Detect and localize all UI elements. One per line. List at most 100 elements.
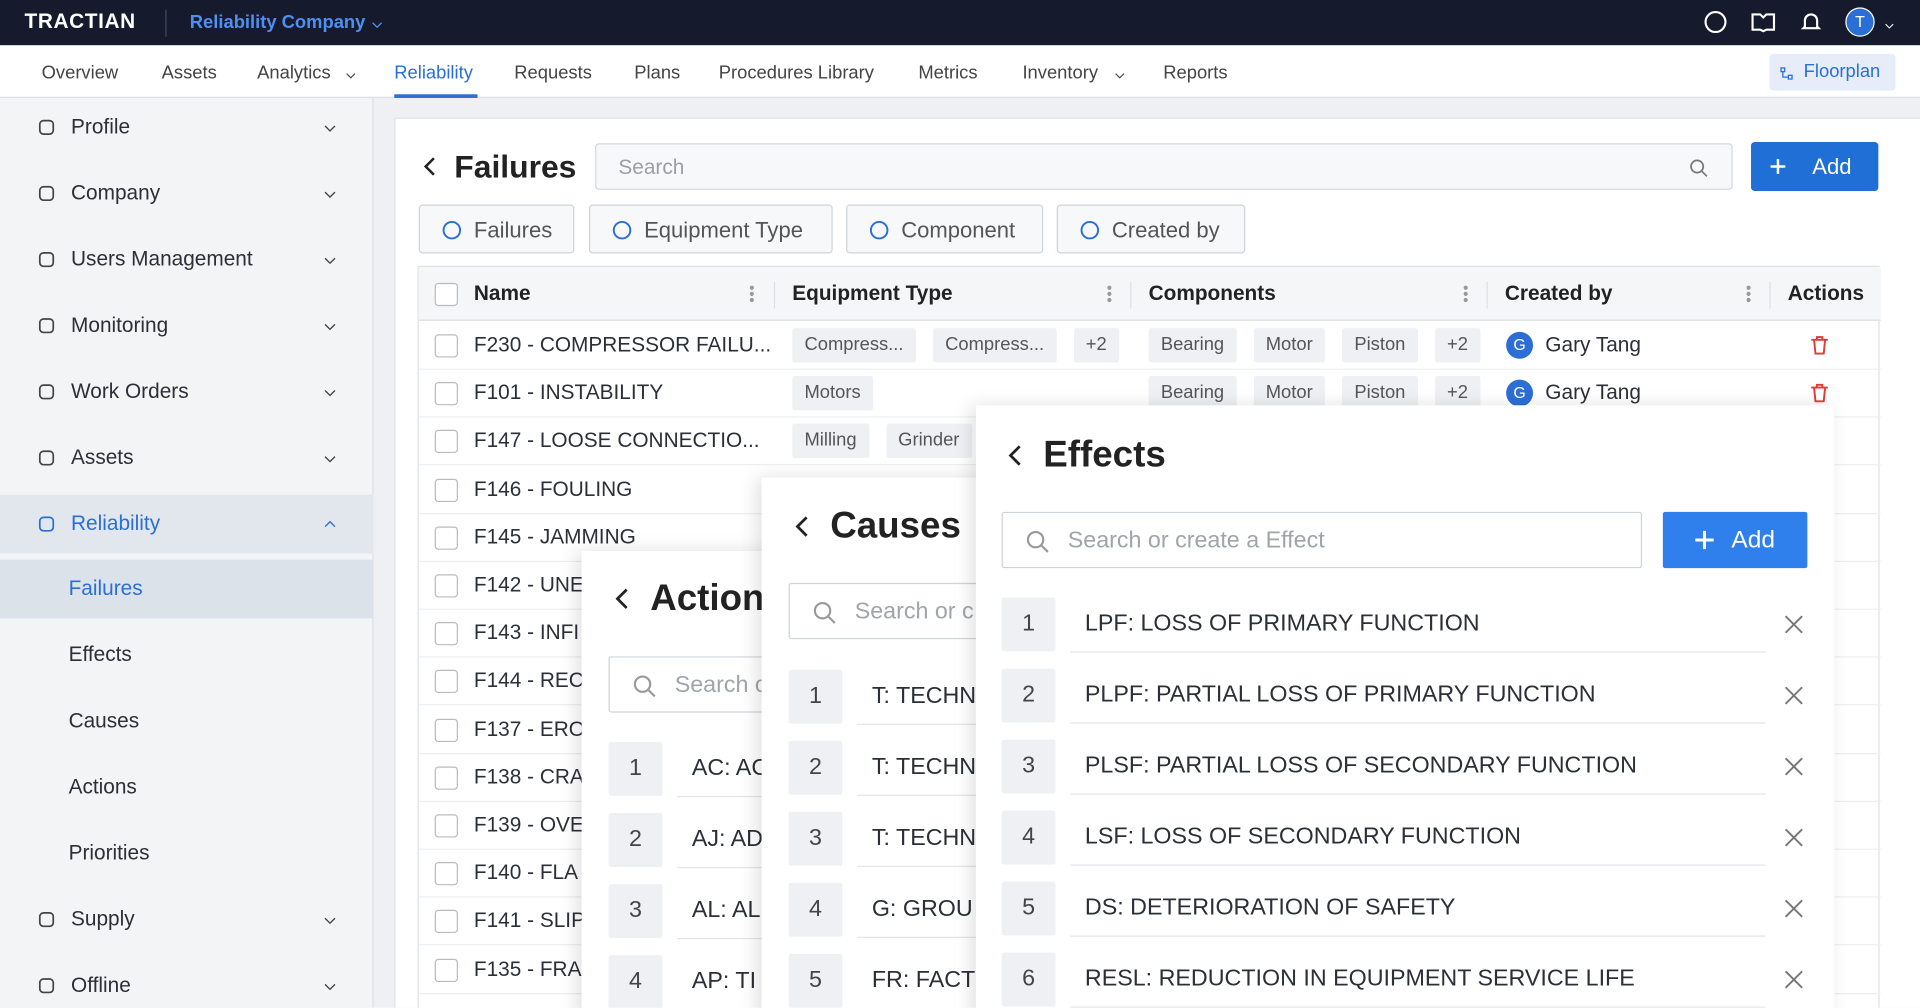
delete-button[interactable] [1809,334,1831,356]
row-checkbox[interactable] [434,814,458,838]
nav-item[interactable]: Assets [161,62,217,84]
failure-name[interactable]: F137 - ERO [473,717,585,741]
sidebar-active-bg [0,494,374,554]
row-checkbox[interactable] [434,478,458,502]
search-input[interactable]: Search [595,143,1733,190]
sidebar-item[interactable]: Users Management [71,247,253,271]
remove-item-button[interactable] [1783,684,1805,706]
tag: Bearing [1148,328,1237,363]
nav-item[interactable]: Reliability [394,62,473,84]
nav-item[interactable]: Plans [634,62,681,84]
item-label: T: TECHN [871,754,977,781]
tag: Grinder [885,424,972,459]
sidebar-item[interactable]: Supply [71,907,135,931]
nav-item[interactable]: Requests [514,62,592,84]
sidebar-subitem[interactable]: Priorities [68,841,150,865]
sidebar-subitem[interactable]: Causes [68,708,140,733]
nav-item[interactable]: Overview [41,62,119,84]
sidebar-item[interactable]: Monitoring [71,313,169,337]
sidebar-item[interactable]: Reliability [71,511,161,536]
panel-add-button[interactable]: Add [1662,511,1808,569]
failure-name[interactable]: F101 - INSTABILITY [473,381,664,405]
creator-avatar: G [1506,379,1534,407]
column-header: Created by [1504,281,1613,305]
failure-name[interactable]: F138 - CRA [473,765,584,789]
column-divider [1130,281,1132,309]
nav-item[interactable]: Inventory [1022,62,1099,84]
sidebar-item[interactable]: Company [71,181,161,205]
user-avatar[interactable]: T [1845,7,1875,37]
sidebar-icon [37,976,57,996]
failure-name[interactable]: F142 - UNE [473,573,584,597]
sidebar-icon [37,382,57,402]
nav-item[interactable]: Metrics [918,62,978,84]
sidebar-item[interactable]: Assets [71,445,134,469]
add-button[interactable]: Add [1751,142,1879,192]
filter-button[interactable]: Component [846,204,1044,254]
row-checkbox[interactable] [434,574,458,598]
nav-item[interactable]: Procedures Library [718,62,874,84]
sidebar-subitem[interactable]: Actions [68,775,137,799]
row-checkbox[interactable] [434,622,458,646]
nav-item[interactable]: Reports [1163,62,1228,84]
filter-button[interactable]: Failures [418,204,575,254]
sidebar-item[interactable]: Work Orders [71,379,189,403]
sidebar: Profile Company Users Management Monitoring… [0,97,374,1008]
column-header: Actions [1787,281,1865,305]
failure-name[interactable]: F147 - LOOSE CONNECTIO... [473,429,760,453]
sidebar-item[interactable]: Profile [71,115,131,139]
failure-name[interactable]: F144 - REC [473,669,584,693]
item-number: 6 [1001,952,1056,1007]
failure-name[interactable]: F143 - INFI [473,621,580,645]
failure-name[interactable]: F135 - FRA [473,957,582,981]
remove-item-button[interactable] [1783,756,1805,778]
filter-button[interactable]: Equipment Type [588,204,833,254]
failure-name[interactable]: F145 - JAMMING [473,525,636,549]
floorplan-button[interactable]: Floorplan [1769,53,1896,91]
failure-name[interactable]: F140 - FLA [473,861,579,885]
row-checkbox[interactable] [434,526,458,550]
sidebar-chevron [321,384,337,400]
item-number: 1 [608,742,663,796]
remove-item-button[interactable] [1783,613,1805,635]
failure-name[interactable]: F146 - FOULING [473,477,633,501]
creator-avatar: G [1506,331,1534,359]
row-checkbox[interactable] [434,718,458,742]
row-checkbox[interactable] [434,670,458,694]
panel-back-button[interactable] [790,514,814,538]
row-checkbox[interactable] [434,958,458,982]
row-checkbox[interactable] [434,910,458,934]
row-checkbox[interactable] [434,862,458,886]
panel-back-button[interactable] [1003,443,1027,467]
item-label: RESL: REDUCTION IN EQUIPMENT SERVICE LIF… [1084,966,1635,992]
sidebar-subitem[interactable]: Effects [68,642,132,667]
row-checkbox[interactable] [434,430,458,454]
panel-add-label: Add [1731,526,1776,554]
failure-name[interactable]: F141 - SLIP [473,909,585,933]
panel-search[interactable]: Search or create a Effect [1001,511,1643,569]
filter-button[interactable]: Created by [1056,204,1246,254]
remove-item-button[interactable] [1783,898,1805,920]
tag: Piston [1342,376,1418,411]
row-checkbox[interactable] [434,766,458,790]
tag: +2 [1073,328,1119,363]
column-divider [1769,281,1771,309]
remove-item-button[interactable] [1783,827,1805,849]
item-label: FR: FACT [871,967,976,994]
item-number: 4 [1001,810,1056,865]
row-checkbox[interactable] [434,382,458,406]
sidebar-item[interactable]: Offline [71,973,131,997]
failure-name[interactable]: F230 - COMPRESSOR FAILU... [473,333,772,357]
remove-item-button[interactable] [1783,969,1805,991]
company-selector[interactable]: Reliability Company [189,12,366,34]
item-label: AJ: AD [691,826,763,853]
delete-button[interactable] [1809,382,1831,404]
panel-back-button[interactable] [610,587,634,611]
company-chevron [370,16,385,31]
failure-name[interactable]: F139 - OVE [473,813,584,837]
nav-item[interactable]: Analytics [257,62,331,84]
panel-search[interactable]: Search or c [788,582,1007,640]
sidebar-subitem[interactable]: Failures [68,576,143,601]
row-checkbox[interactable] [434,334,458,358]
select-all-checkbox[interactable] [434,282,458,307]
